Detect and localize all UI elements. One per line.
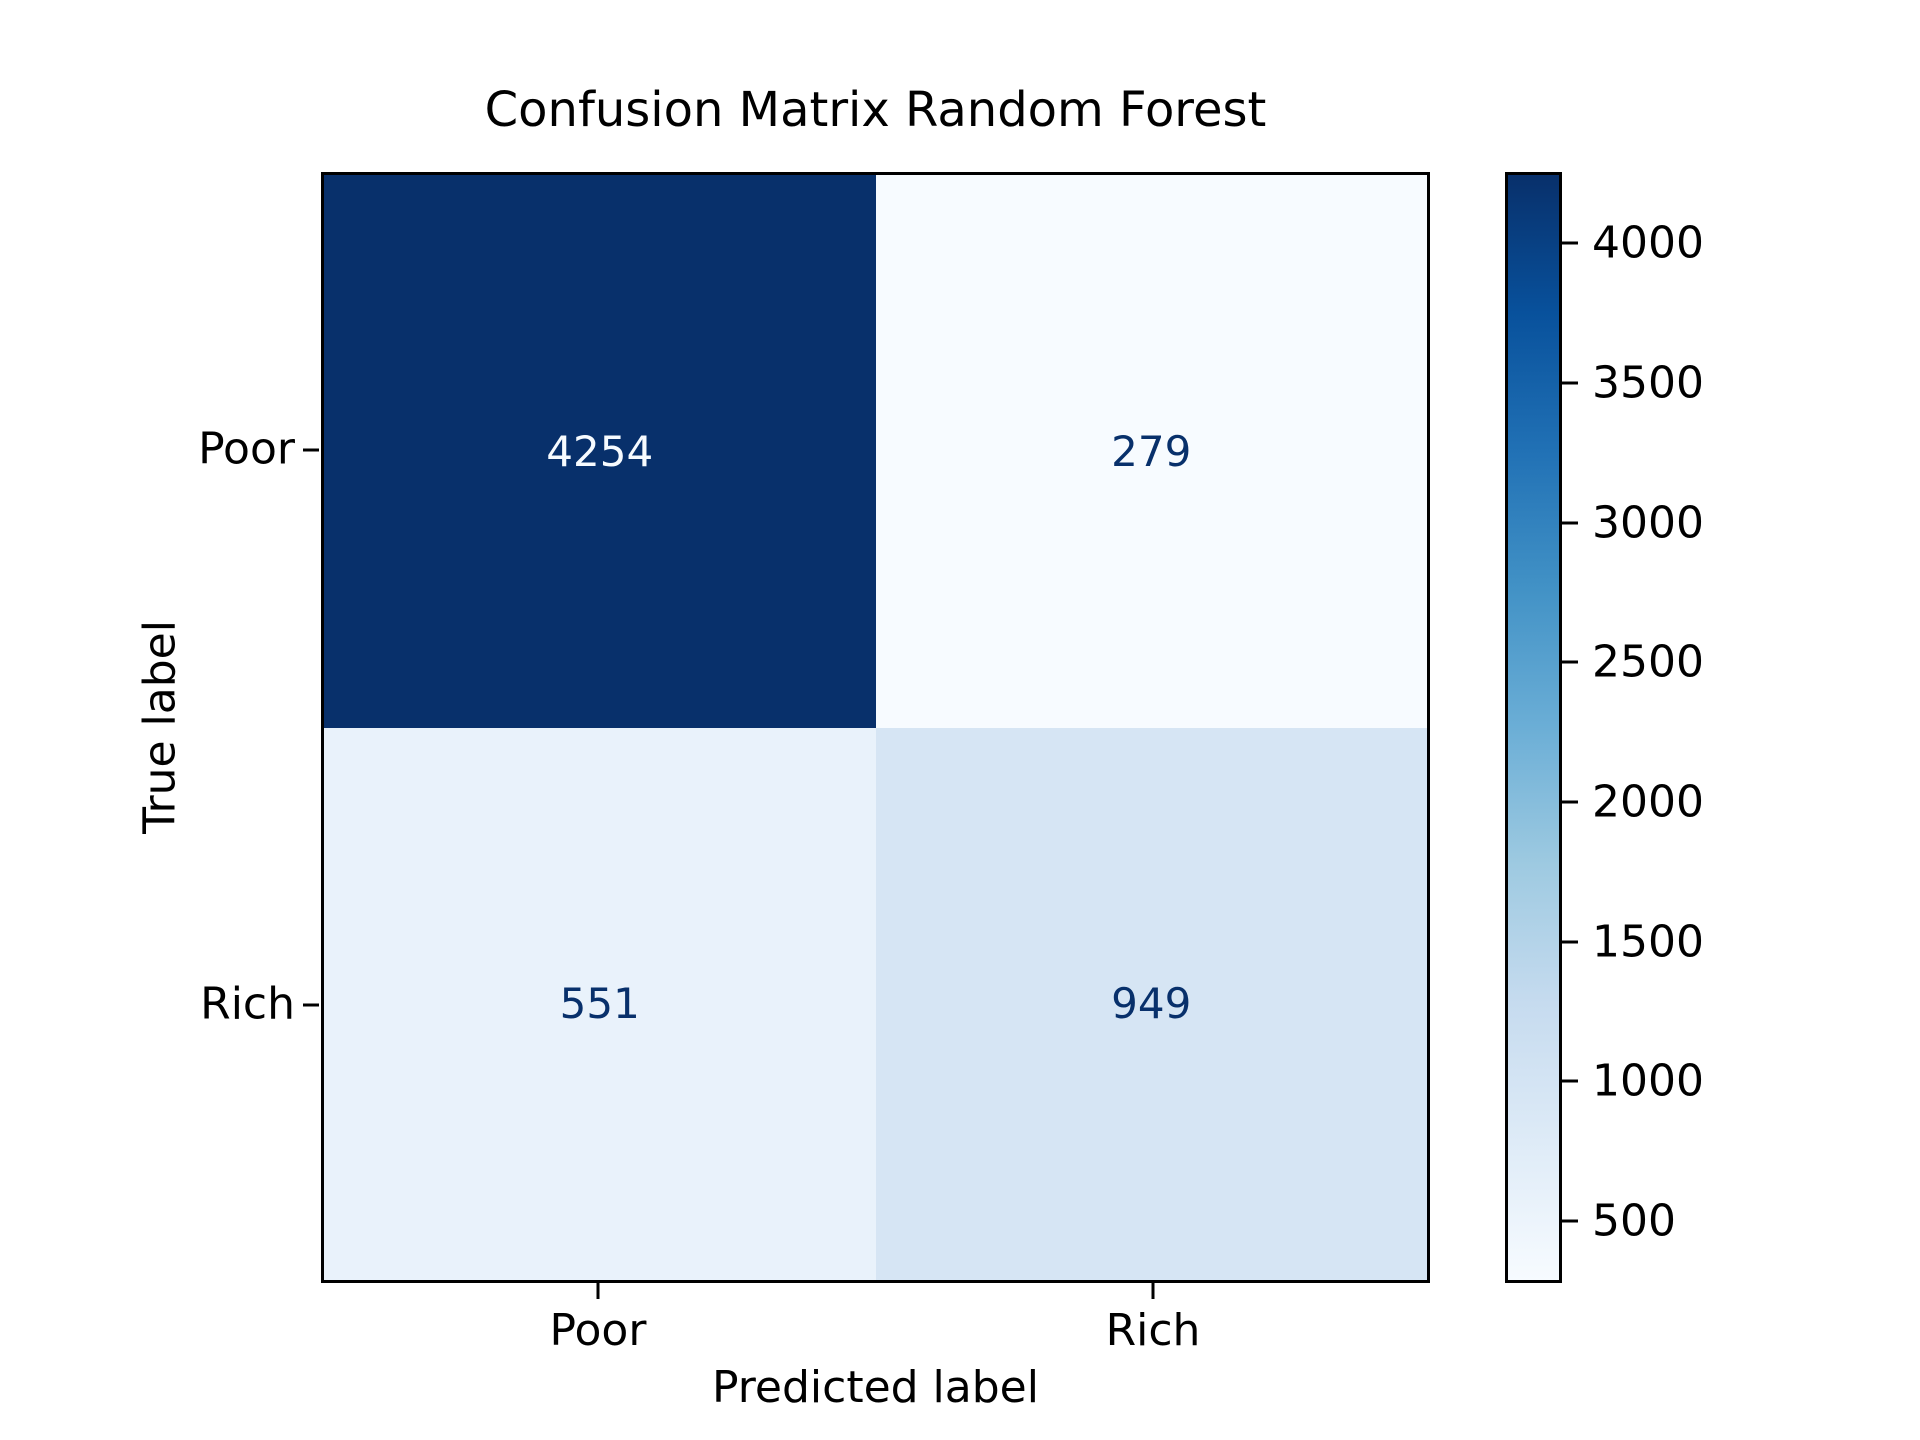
colorbar-tick-mark (1562, 1219, 1578, 1223)
colorbar-ticks: 4000 3500 3000 2500 2000 1500 1000 500 (1562, 172, 1862, 1283)
colorbar-tick-label: 3500 (1592, 357, 1704, 409)
colorbar-tick-1500: 1500 (1562, 916, 1704, 967)
colorbar-tick-1000: 1000 (1562, 1056, 1704, 1107)
colorbar-gradient (1505, 172, 1562, 1283)
colorbar-tick-mark (1562, 241, 1578, 245)
confusion-matrix-plot: 4254 279 551 949 (321, 172, 1430, 1283)
colorbar-tick-mark (1562, 800, 1578, 804)
y-tick-label-poor: Poor (198, 423, 295, 475)
x-tick-mark-rich (1151, 1283, 1155, 1299)
colorbar-tick-mark (1562, 521, 1578, 525)
x-tick-mark-poor (596, 1283, 600, 1299)
colorbar-tick-2000: 2000 (1562, 776, 1704, 827)
colorbar-tick-label: 4000 (1592, 217, 1704, 269)
cell-value: 4254 (546, 426, 654, 476)
colorbar-tick-label: 1000 (1592, 1055, 1704, 1107)
colorbar-tick-label: 1500 (1592, 916, 1704, 968)
matrix-cell-true-rich-pred-poor: 551 (324, 727, 876, 1280)
colorbar-tick-label: 2500 (1592, 636, 1704, 688)
y-tick-label-rich: Rich (200, 978, 295, 1030)
colorbar-tick-3500: 3500 (1562, 357, 1704, 408)
matrix-cell-true-poor-pred-rich: 279 (875, 175, 1427, 728)
x-axis-label: Predicted label (712, 1362, 1039, 1413)
chart-title: Confusion Matrix Random Forest (484, 82, 1267, 138)
cell-value: 279 (1111, 426, 1192, 476)
colorbar-tick-4000: 4000 (1562, 217, 1704, 268)
colorbar-tick-2500: 2500 (1562, 637, 1704, 688)
cell-value: 551 (559, 979, 640, 1029)
colorbar-tick-3000: 3000 (1562, 497, 1704, 548)
colorbar-tick-500: 500 (1562, 1196, 1676, 1247)
cell-value: 949 (1111, 979, 1192, 1029)
colorbar-tick-mark (1562, 940, 1578, 944)
y-tick-mark-poor (303, 448, 319, 452)
colorbar-tick-mark (1562, 1079, 1578, 1083)
x-tick-label-rich: Rich (1105, 1305, 1201, 1356)
matrix-cell-true-rich-pred-rich: 949 (875, 727, 1427, 1280)
colorbar-tick-label: 3000 (1592, 497, 1704, 549)
matrix-cell-true-poor-pred-poor: 4254 (324, 175, 876, 728)
colorbar-tick-mark (1562, 660, 1578, 664)
colorbar-tick-mark (1562, 381, 1578, 385)
x-tick-label-poor: Poor (549, 1305, 647, 1356)
y-tick-mark-rich (303, 1003, 319, 1007)
y-axis-label: True label (134, 620, 186, 834)
colorbar-tick-label: 500 (1592, 1195, 1676, 1247)
colorbar-tick-label: 2000 (1592, 776, 1704, 828)
